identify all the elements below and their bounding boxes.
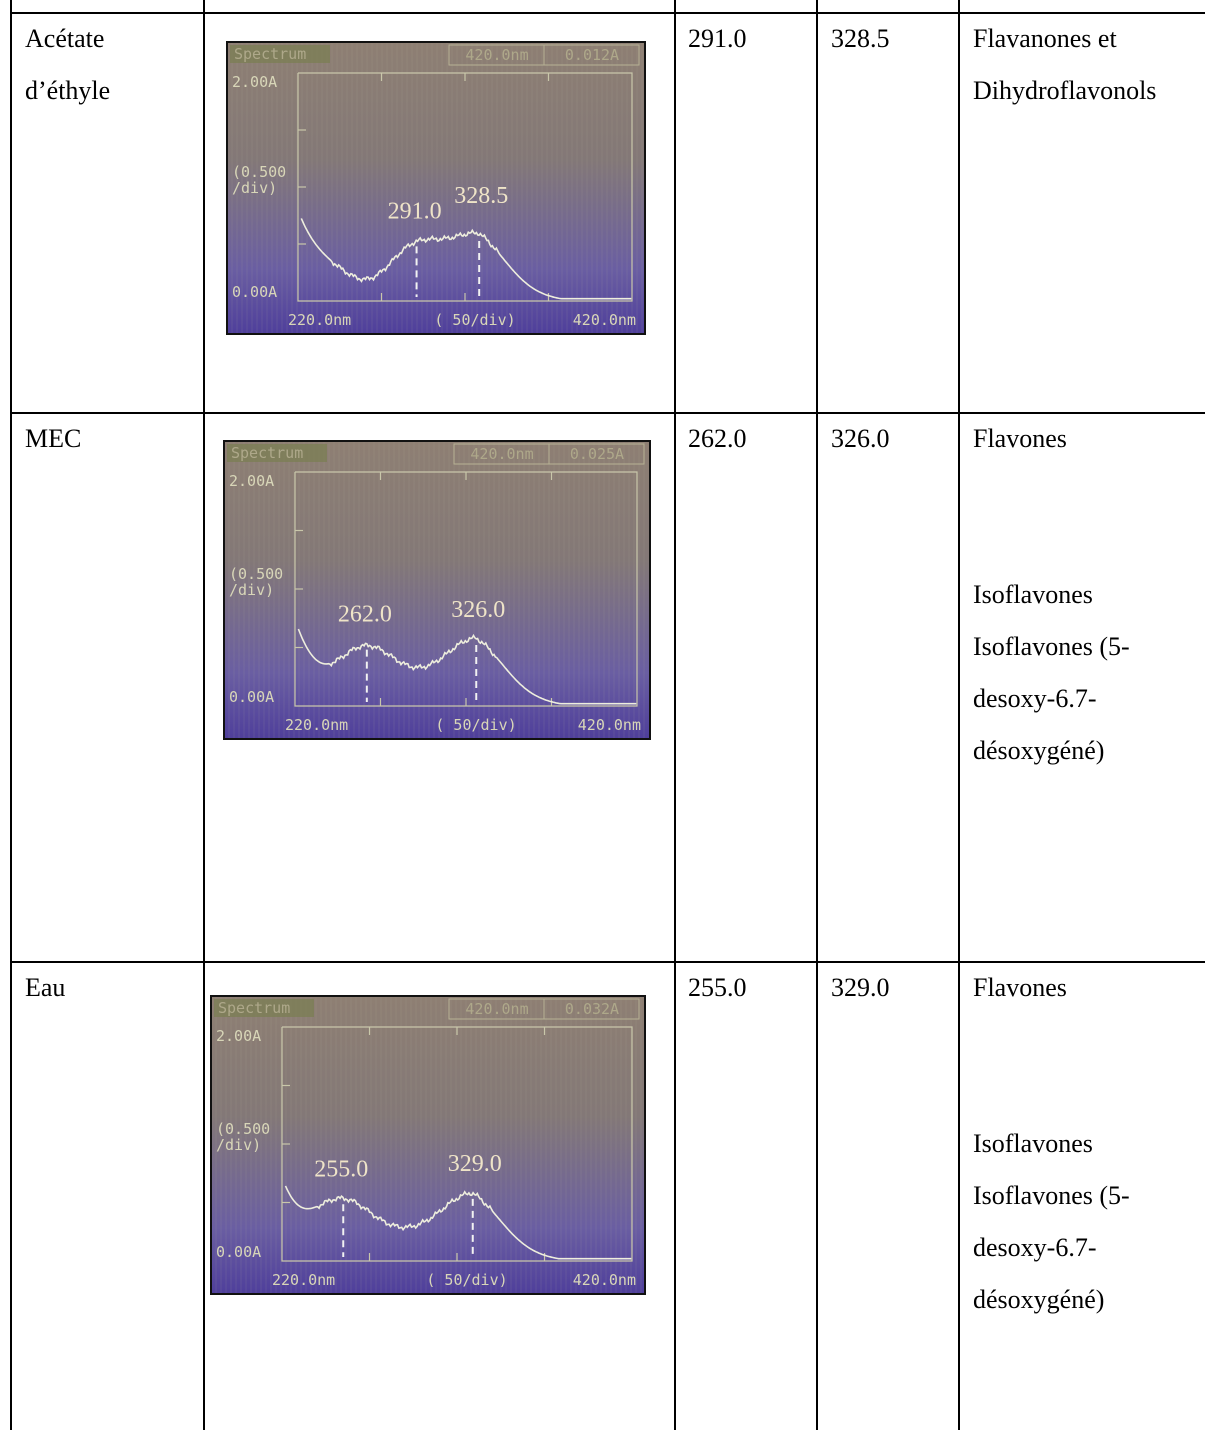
class-line: Isoflavones (5- (973, 1181, 1130, 1210)
column-divider (674, 0, 676, 1430)
spectrum-photo: Spectrum 420.0nm 0.012A 2.00A (0.500/div) 0.0… (226, 41, 646, 335)
row-divider (10, 961, 1205, 963)
peak-label: 262.0 (338, 602, 392, 628)
class-line: désoxygéné) (973, 736, 1105, 765)
band1-cell: 291.0 (688, 24, 747, 53)
header-wavelength: 420.0nm (470, 445, 533, 463)
y-scale-label: /div) (216, 1136, 261, 1154)
plot-frame (294, 471, 638, 707)
solvent-line: d’éthyle (25, 76, 111, 105)
class-line: Isoflavones (973, 1129, 1093, 1158)
spectrum-svg: Spectrum 420.0nm 0.025A 2.00A (0.500/div) 0.0… (227, 442, 645, 738)
lcd-texture (231, 43, 643, 333)
class-line: desoxy-6.7- (973, 1233, 1097, 1262)
flavonoid-class-cell: Flavones Isoflavones Isoflavones (5- des… (973, 413, 1130, 777)
y-scale-label: (0.500 (229, 565, 283, 583)
y-scale-label: (0.500 (216, 1120, 270, 1138)
header-box (543, 44, 640, 66)
y-top-label: 2.00A (216, 1027, 261, 1045)
y-top-label: 2.00A (229, 472, 274, 490)
class-line: Flavanones et (973, 24, 1117, 53)
y-scale-label: (0.500 (232, 163, 286, 181)
class-line: desoxy-6.7- (973, 684, 1097, 713)
spectrum-photo: Spectrum 420.0nm 0.032A 2.00A (0.500/div) 0.0… (210, 995, 646, 1295)
solvent-line: MEC (25, 424, 82, 453)
y-scale-label: /div) (232, 179, 277, 197)
y-top-label: 2.00A (232, 73, 277, 91)
class-line: Flavones (973, 973, 1067, 1002)
header-absorbance: 0.025A (570, 445, 624, 463)
header-tag: Spectrum (231, 444, 303, 462)
header-wavelength: 420.0nm (465, 46, 528, 64)
header-box (548, 443, 645, 465)
peak-label: 326.0 (451, 597, 505, 623)
row-divider (10, 12, 1205, 14)
x-right-label: 420.0nm (578, 716, 641, 734)
solvent-line: Acétate (25, 24, 105, 53)
flavonoid-class-cell: Flavanones et Dihydroflavonols (973, 13, 1156, 117)
flavonoid-class-cell: Flavones Isoflavones Isoflavones (5- des… (973, 962, 1130, 1326)
class-line (973, 465, 1130, 517)
column-divider (958, 0, 960, 1430)
table-border-left (10, 0, 12, 1430)
x-right-label: 420.0nm (573, 311, 636, 329)
solvent-cell: MEC (25, 413, 81, 465)
x-scale-label: ( 50/div) (434, 311, 515, 329)
plot-frame (281, 1026, 633, 1262)
solvent-cell: Eau (25, 962, 65, 1014)
spectrum-curve (284, 1185, 632, 1260)
spectrum-curve (300, 218, 632, 300)
header-absorbance: 0.032A (565, 1000, 619, 1018)
lcd-texture (215, 997, 642, 1293)
class-line: Isoflavones (5- (973, 632, 1130, 661)
peak-label: 291.0 (388, 198, 442, 224)
header-tag-bg (230, 45, 330, 63)
header-absorbance: 0.012A (565, 46, 619, 64)
peak-label: 328.5 (454, 183, 508, 209)
band1-cell: 255.0 (688, 973, 747, 1002)
spectrum-curve (297, 628, 637, 705)
x-left-label: 220.0nm (272, 1271, 335, 1289)
band1-cell: 262.0 (688, 424, 747, 453)
y-scale-label: /div) (229, 581, 274, 599)
spectrum-photo: Spectrum 420.0nm 0.025A 2.00A (0.500/div) 0.0… (223, 440, 651, 740)
spectrum-svg: Spectrum 420.0nm 0.012A 2.00A (0.500/div) 0.0… (230, 43, 643, 333)
plot-frame (297, 72, 633, 302)
class-line (973, 1014, 1130, 1066)
class-line: Isoflavones (973, 580, 1093, 609)
header-box (543, 998, 640, 1020)
solvent-cell: Acétate d’éthyle (25, 13, 110, 117)
header-tag: Spectrum (218, 999, 290, 1017)
header-tag: Spectrum (234, 45, 306, 63)
band2-cell: 326.0 (831, 424, 890, 453)
class-line: Flavones (973, 424, 1067, 453)
band2-cell: 328.5 (831, 24, 890, 53)
column-divider (816, 0, 818, 1430)
lcd-texture (228, 442, 645, 738)
class-line (973, 1066, 1130, 1118)
class-line (973, 517, 1130, 569)
solvent-line: Eau (25, 973, 66, 1002)
x-left-label: 220.0nm (288, 311, 351, 329)
y-bottom-label: 0.00A (216, 1243, 261, 1261)
peak-label: 255.0 (314, 1156, 368, 1182)
x-right-label: 420.0nm (573, 1271, 636, 1289)
x-left-label: 220.0nm (285, 716, 348, 734)
column-divider (203, 0, 205, 1430)
class-line: Dihydroflavonols (973, 76, 1157, 105)
row-divider (10, 412, 1205, 414)
peak-label: 329.0 (448, 1151, 502, 1177)
y-bottom-label: 0.00A (229, 688, 274, 706)
band2-cell: 329.0 (831, 973, 890, 1002)
x-scale-label: ( 50/div) (426, 1271, 507, 1289)
y-bottom-label: 0.00A (232, 283, 277, 301)
class-line: désoxygéné) (973, 1285, 1105, 1314)
x-scale-label: ( 50/div) (435, 716, 516, 734)
header-wavelength: 420.0nm (465, 1000, 528, 1018)
header-tag-bg (214, 999, 314, 1017)
spectrum-svg: Spectrum 420.0nm 0.032A 2.00A (0.500/div) 0.0… (214, 997, 642, 1293)
header-tag-bg (227, 444, 327, 462)
